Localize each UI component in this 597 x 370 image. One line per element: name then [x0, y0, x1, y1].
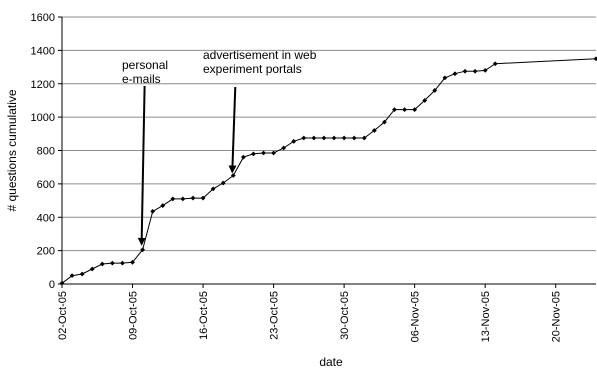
data-point [492, 61, 498, 67]
data-point [442, 75, 448, 81]
y-tick-label: 0 [49, 279, 55, 291]
data-point [210, 186, 216, 192]
data-point [200, 195, 206, 201]
data-point [130, 259, 135, 265]
data-point [311, 135, 317, 141]
data-point [240, 154, 246, 160]
data-point [190, 195, 196, 201]
data-point [412, 107, 418, 113]
y-axis-label: # questions cumulative [5, 89, 19, 211]
annotation-label: personal [122, 58, 168, 72]
annotation-label: e-mails [122, 72, 161, 86]
y-tick-label: 400 [37, 212, 55, 224]
data-point [593, 56, 597, 62]
x-tick-labels: 02-Oct-05 09-Oct-05 16-Oct-05 23-Oct-05 30-O… [57, 284, 563, 342]
x-tick-label: 09-Oct-05 [128, 291, 140, 340]
x-tick-label: 02-Oct-05 [57, 291, 69, 340]
data-point [452, 71, 458, 77]
y-tick-label: 1000 [31, 112, 55, 124]
data-point [170, 196, 176, 202]
x-tick-label: 16-Oct-05 [198, 291, 210, 340]
y-tick-label: 1400 [31, 45, 55, 57]
data-point [79, 271, 85, 277]
data-point [382, 119, 387, 125]
y-tick-label: 1600 [31, 12, 55, 24]
annotation-label: experiment portals [203, 62, 302, 76]
x-tick-label: 20-Nov-05 [551, 291, 563, 342]
y-tick-label: 600 [37, 179, 55, 191]
y-tick-label: 200 [37, 246, 55, 258]
data-point [371, 128, 377, 133]
data-point [392, 107, 397, 113]
data-point [69, 273, 75, 279]
data-point [150, 209, 156, 214]
x-tick-label: 13-Nov-05 [480, 291, 492, 342]
y-tick-label: 800 [37, 146, 55, 158]
data-point [301, 135, 307, 141]
data-point [341, 135, 347, 141]
data-point [160, 203, 166, 208]
data-point [59, 280, 65, 286]
data-point [321, 135, 327, 141]
data-point [180, 196, 186, 202]
data-point [422, 98, 428, 103]
data-point [361, 135, 367, 141]
data-point [462, 68, 468, 74]
x-tick-label: 23-Oct-05 [269, 291, 281, 340]
y-tick-labels: 0 200 400 600 800 1000 1200 1400 1600 [31, 12, 62, 291]
data-point [230, 173, 236, 178]
data-point [271, 150, 276, 156]
data-point [281, 145, 287, 151]
x-tick-label: 30-Oct-05 [339, 291, 351, 340]
data-point [472, 68, 478, 74]
data-series [59, 56, 597, 286]
y-tick-label: 1200 [31, 79, 55, 91]
data-point [482, 68, 488, 73]
data-point [109, 260, 115, 266]
data-point [432, 88, 438, 93]
x-tick-label: 06-Nov-05 [410, 291, 422, 342]
data-point [251, 151, 256, 157]
data-point [89, 266, 95, 272]
x-axis-label: date [319, 355, 343, 369]
data-point [331, 135, 337, 141]
annotation-arrow [137, 85, 146, 246]
data-point [140, 247, 146, 253]
data-point [261, 150, 266, 156]
data-point [99, 261, 105, 267]
data-point [220, 180, 226, 186]
data-point [402, 107, 407, 113]
data-point [120, 260, 125, 266]
data-point [351, 135, 357, 141]
data-point [291, 138, 297, 144]
annotation-arrow [228, 86, 237, 174]
annotation-label: advertisement in web [203, 48, 317, 62]
